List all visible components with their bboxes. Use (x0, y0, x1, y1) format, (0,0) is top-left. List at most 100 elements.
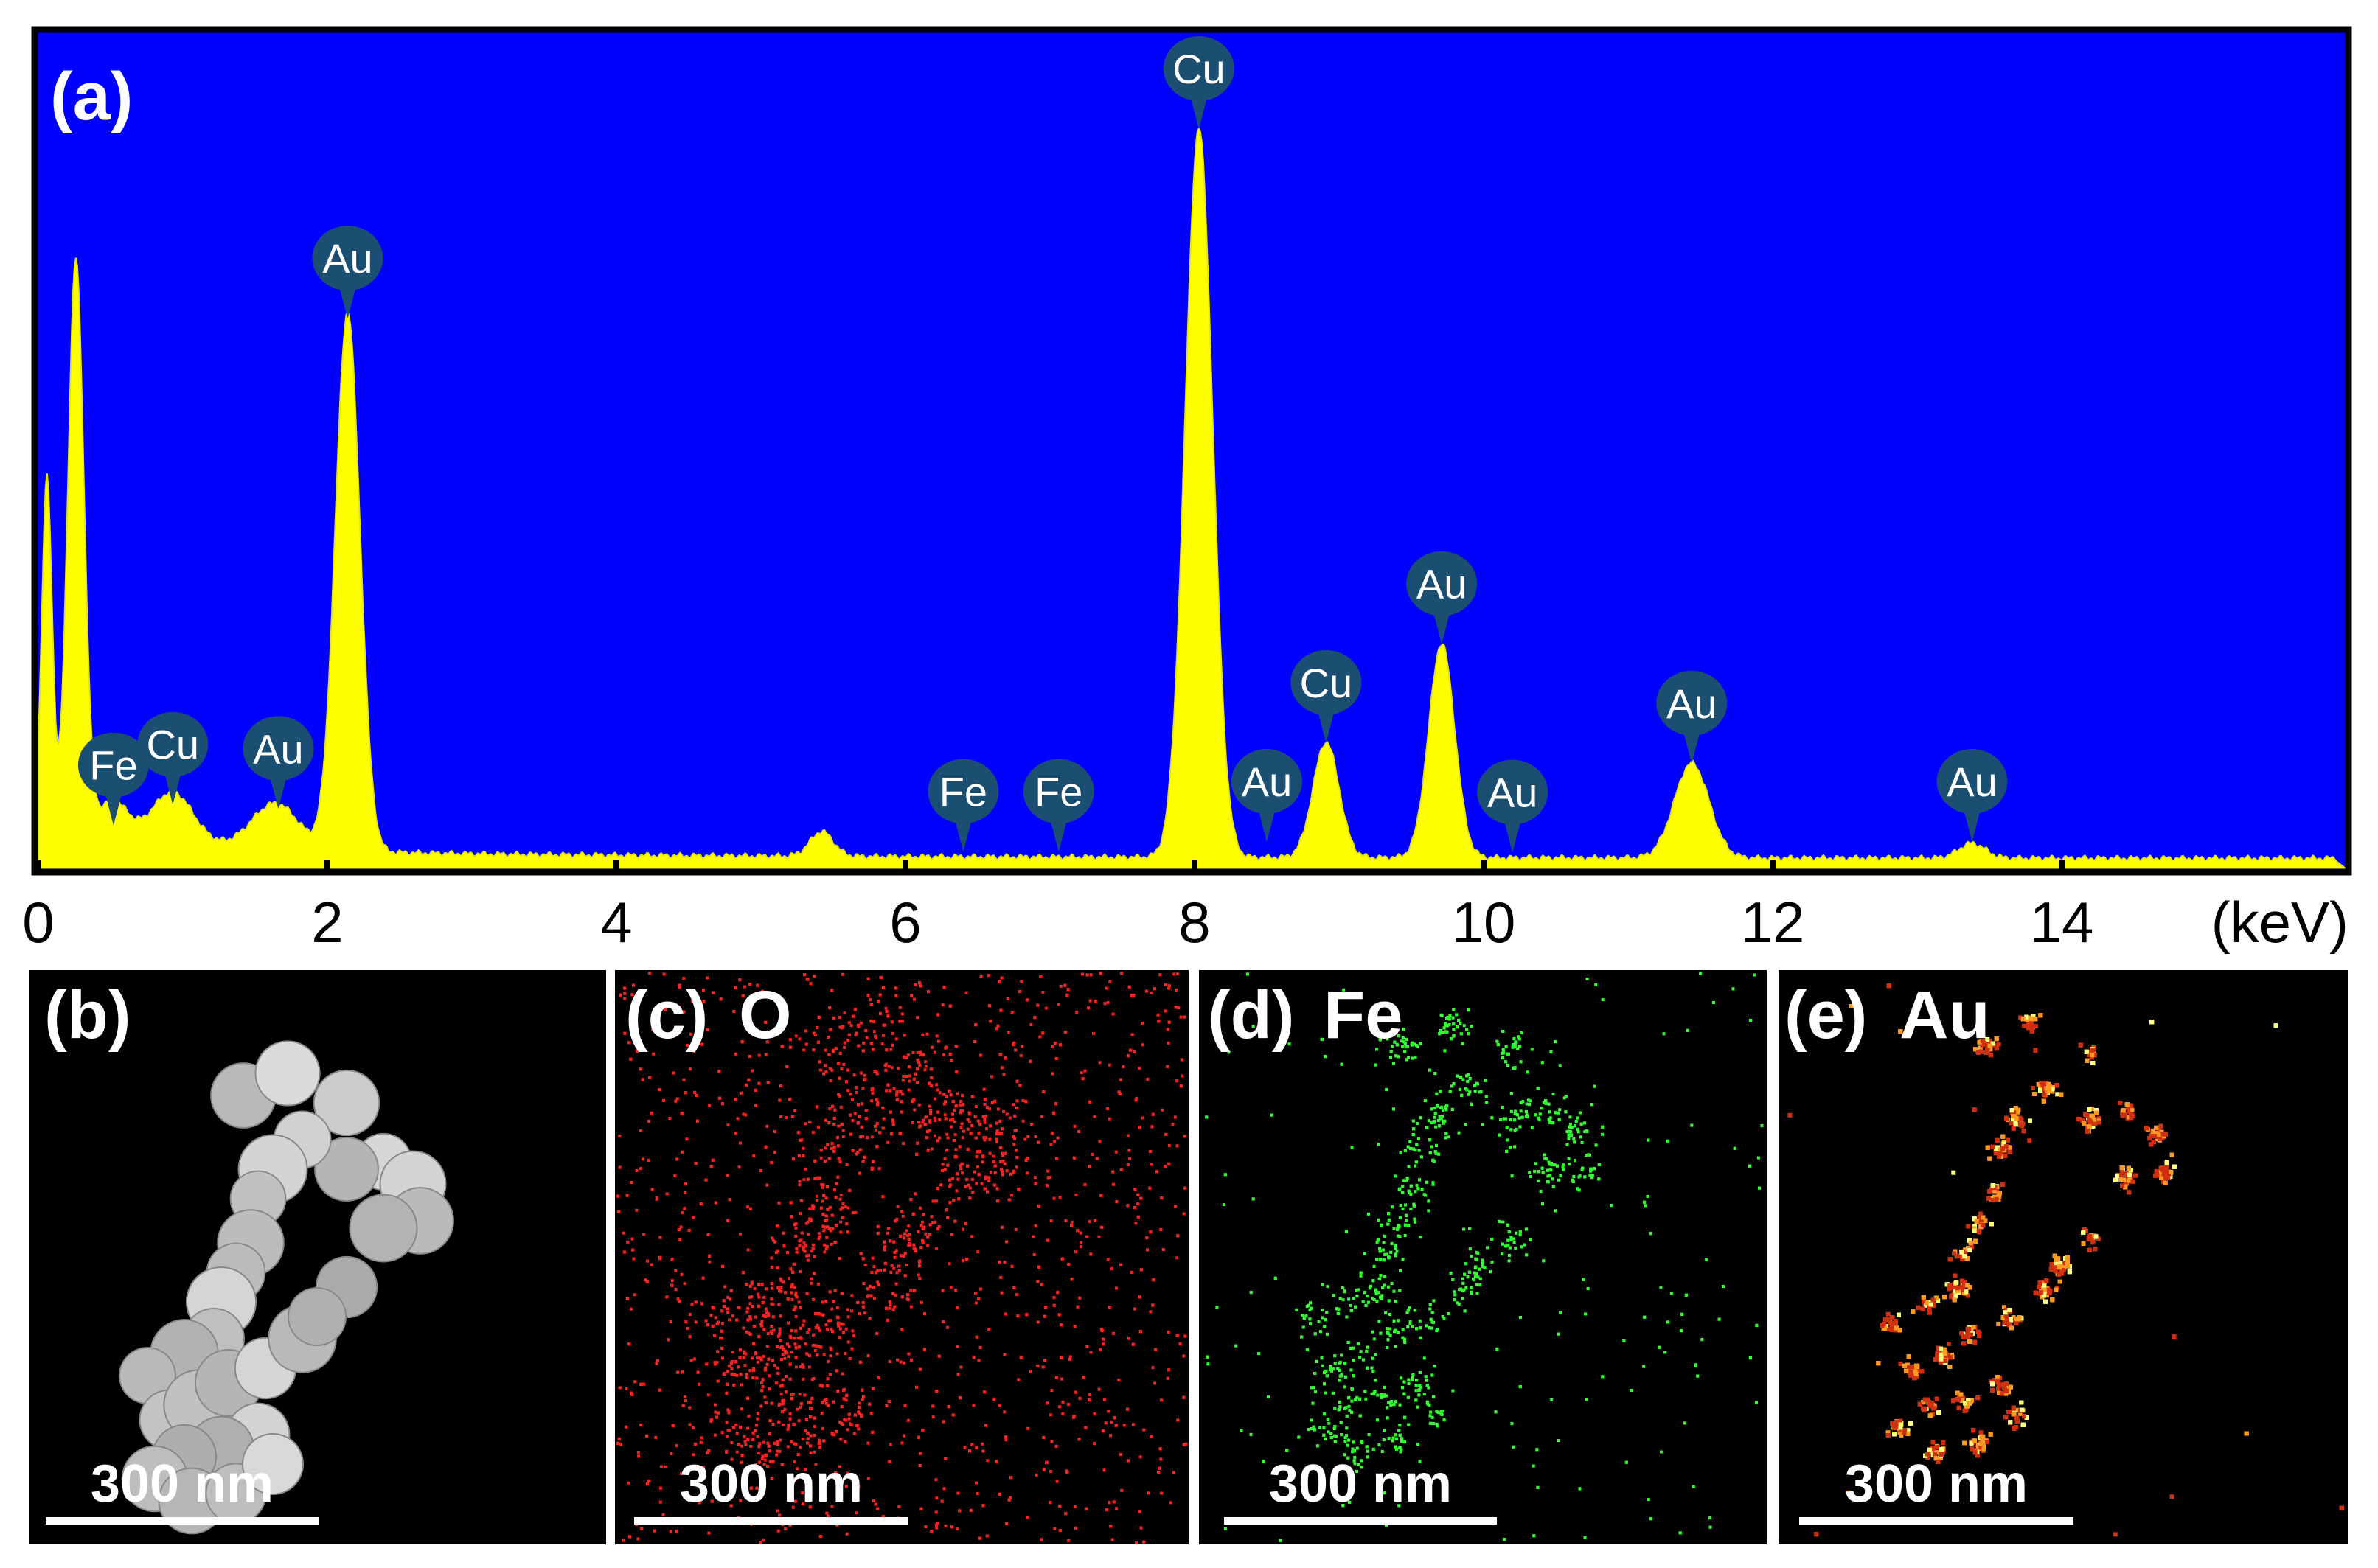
map-dot (733, 1373, 737, 1376)
map-dot (646, 1259, 649, 1263)
map-dot (954, 1045, 958, 1048)
map-dot (935, 1526, 939, 1530)
map-dot (739, 1499, 743, 1502)
map-dot (766, 1332, 770, 1336)
map-dot (995, 1137, 998, 1141)
map-dot (746, 1306, 750, 1310)
map-dot (937, 1354, 941, 1358)
map-dot (830, 1242, 833, 1246)
map-dot (782, 1424, 785, 1426)
map-c-scale-bar (634, 1517, 908, 1525)
map-dot (1134, 1222, 1138, 1225)
map-dot (857, 1121, 860, 1125)
map-dot (730, 1457, 734, 1461)
map-dot (1659, 1286, 1663, 1289)
map-dot (1181, 1074, 1183, 1078)
map-dot (748, 1055, 751, 1058)
map-dot (1088, 1165, 1091, 1168)
map-dot (961, 1136, 964, 1140)
map-dot (1100, 1225, 1104, 1229)
map-dot (933, 1116, 936, 1120)
map-dot (891, 1308, 895, 1311)
map-dot (953, 1133, 957, 1137)
map-dot (1012, 1135, 1015, 1138)
map-dot (1138, 1510, 1141, 1513)
map-dot (616, 1210, 620, 1213)
map-dot (744, 1113, 748, 1117)
map-dot (1138, 1295, 1141, 1299)
map-dot (889, 1089, 892, 1093)
map-dot (659, 1486, 663, 1490)
map-dot (827, 1319, 830, 1323)
map-dot (995, 1140, 998, 1143)
map-dot (653, 1529, 656, 1533)
peak-label-bubble (1163, 35, 1234, 101)
map-dot (1059, 1043, 1063, 1047)
map-dot (1583, 1536, 1587, 1539)
map-dot (798, 1037, 802, 1041)
map-dot (714, 1410, 717, 1414)
map-dot (1003, 1162, 1007, 1165)
map-dot (1172, 1471, 1175, 1474)
map-dot (669, 1530, 672, 1533)
map-dot (1053, 1140, 1057, 1143)
map-dot (1042, 1468, 1046, 1471)
x-tick-label: 6 (889, 890, 921, 955)
map-dot (734, 1052, 737, 1056)
map-dot (792, 1157, 796, 1161)
map-dot (804, 1468, 807, 1471)
map-dot (1126, 1459, 1130, 1463)
map-dot (1043, 1314, 1046, 1318)
map-dot (764, 1020, 768, 1024)
map-dot (894, 1282, 898, 1286)
map-dot (761, 1385, 765, 1388)
map-dot (1039, 975, 1043, 978)
map-dot (1567, 1157, 1571, 1160)
map-dot (883, 1240, 886, 1244)
map-dot (898, 1020, 902, 1023)
map-dot (860, 1415, 863, 1418)
map-dot (852, 1334, 856, 1337)
map-dot (655, 1362, 658, 1365)
map-dot (1114, 1286, 1118, 1290)
map-dot (805, 1352, 809, 1356)
map-dot (700, 1436, 703, 1440)
map-dot (835, 1429, 838, 1433)
map-dot (886, 1231, 890, 1235)
map-dot (962, 1129, 965, 1133)
map-dot (1088, 999, 1092, 1003)
map-dot (859, 1252, 863, 1255)
map-dot (1001, 1159, 1005, 1163)
map-dot (941, 1289, 945, 1292)
map-dot (1117, 1378, 1121, 1381)
map-dot (827, 1227, 831, 1231)
peak-label-cu: Cu (1290, 649, 1362, 743)
x-axis-tick-labels: 0 2 4 6 8 10 12 14 (22, 890, 2093, 955)
map-dot (744, 1443, 748, 1446)
map-dot (909, 1198, 913, 1202)
map-dot (706, 1393, 710, 1397)
map-dot (821, 1475, 825, 1479)
map-dot (715, 1361, 719, 1365)
map-dot (850, 1294, 854, 1297)
map-dot (777, 1303, 781, 1306)
peak-label-bubble (77, 732, 149, 798)
x-tick-label: 8 (1178, 890, 1210, 955)
map-dot (841, 1331, 845, 1334)
map-dot (770, 1256, 773, 1260)
map-dot (1097, 1235, 1101, 1238)
map-dot (710, 1499, 714, 1503)
map-dot (694, 1300, 698, 1304)
map-dot (776, 1443, 779, 1446)
map-dot (1120, 1488, 1124, 1492)
map-dot (742, 1112, 745, 1116)
map-dot (795, 1247, 799, 1250)
map-dot (751, 1356, 754, 1360)
map-dot (923, 1312, 926, 1316)
map-dot (754, 1088, 757, 1092)
map-dot (918, 1277, 922, 1280)
map-dot (700, 1468, 703, 1471)
map-dot (1052, 1296, 1056, 1300)
map-dot (719, 997, 723, 1001)
map-dot (734, 1480, 737, 1484)
